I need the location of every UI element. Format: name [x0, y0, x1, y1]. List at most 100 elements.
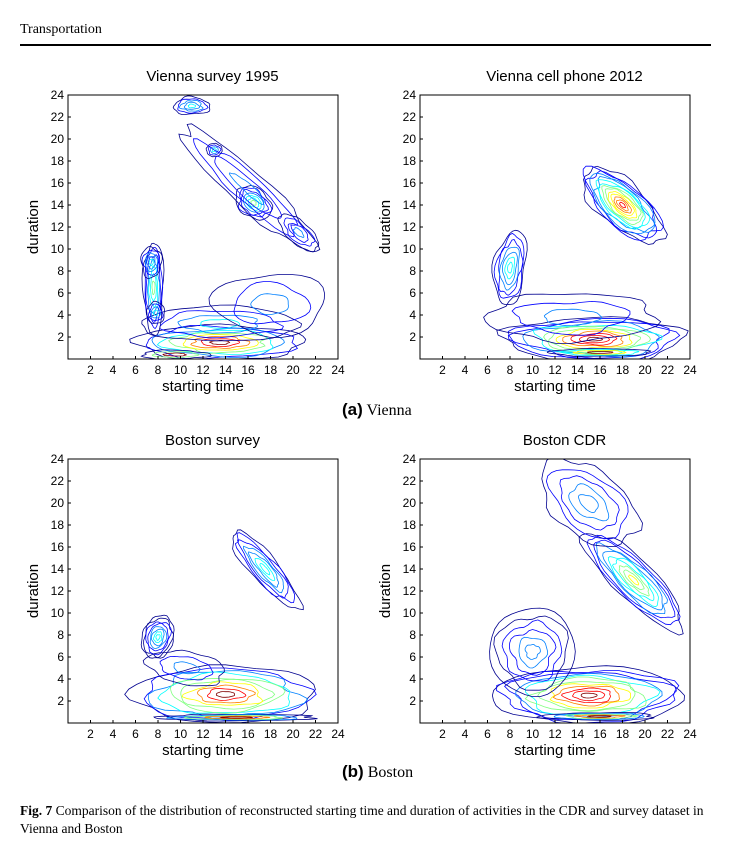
contour-line — [501, 619, 563, 682]
x-tick-label: 6 — [484, 727, 491, 741]
y-tick-label: 8 — [57, 628, 64, 642]
contour-line — [129, 323, 307, 359]
contour-line — [140, 349, 212, 359]
y-axis-label: duration — [25, 200, 42, 254]
contour-line — [619, 201, 626, 209]
contour-line — [483, 293, 662, 344]
subcaption-b-text: Boston — [367, 764, 414, 781]
contour-line — [152, 631, 163, 644]
y-tick-label: 12 — [51, 220, 65, 234]
contour-line — [200, 338, 241, 347]
y-tick-label: 18 — [51, 154, 65, 168]
contour-line — [287, 223, 309, 243]
contour-line — [172, 95, 211, 115]
contour-line — [610, 193, 635, 217]
y-tick-label: 14 — [51, 198, 65, 212]
x-tick-label: 14 — [219, 363, 233, 377]
axes-frame — [67, 458, 339, 724]
contour-line — [586, 715, 612, 718]
figure-caption-label: Fig. 7 — [20, 803, 53, 818]
contour-line — [162, 352, 188, 357]
contour-line — [586, 336, 603, 342]
contour-line — [149, 626, 168, 649]
contour-line — [209, 146, 219, 154]
x-tick-label: 12 — [196, 727, 210, 741]
contour-line — [145, 300, 165, 324]
contour-line — [549, 683, 632, 709]
y-tick-label: 18 — [403, 154, 417, 168]
contour-line — [207, 688, 247, 701]
x-tick-label: 16 — [241, 727, 255, 741]
x-tick-label: 6 — [132, 363, 139, 377]
subcaption-a-text: Vienna — [366, 402, 412, 419]
contour-line — [568, 483, 610, 522]
x-tick-label: 12 — [548, 727, 562, 741]
subcaption-a: (a) Vienna — [342, 400, 412, 420]
contour-line — [582, 165, 665, 241]
y-tick-label: 2 — [409, 330, 416, 344]
contour-line — [228, 172, 265, 205]
x-tick-label: 16 — [241, 363, 255, 377]
x-tick-label: 18 — [616, 727, 630, 741]
y-tick-label: 16 — [403, 176, 417, 190]
y-tick-label: 6 — [57, 286, 64, 300]
figure-caption: Fig. 7 Comparison of the distribution of… — [20, 802, 713, 838]
contour-line — [259, 563, 271, 576]
contour-line — [561, 687, 611, 704]
contour-line — [572, 350, 627, 355]
contour-line — [558, 348, 640, 356]
contour-plot-boston-cdr: 2 4 6 8 10 12 14 16 18 20 22 2424681012141618202224… — [377, 452, 697, 759]
x-tick-label: 14 — [571, 363, 585, 377]
contour-line — [145, 621, 172, 656]
contour-line — [522, 320, 660, 358]
contour-line — [235, 185, 274, 221]
contour-line — [493, 615, 569, 691]
y-axis-label: duration — [377, 564, 394, 618]
y-tick-label: 20 — [51, 132, 65, 146]
contour-line — [578, 335, 610, 344]
contour-line — [148, 303, 164, 321]
x-tick-label: 8 — [507, 727, 514, 741]
contour-line — [140, 614, 175, 659]
contour-line — [491, 665, 685, 723]
x-tick-label: 20 — [638, 363, 652, 377]
contour-line — [489, 607, 576, 697]
contour-line — [518, 636, 548, 669]
x-tick-label: 4 — [462, 363, 469, 377]
contour-lines — [124, 529, 318, 723]
y-axis-label: duration — [377, 200, 394, 254]
contour-line — [177, 98, 209, 114]
y-tick-label: 16 — [403, 540, 417, 554]
contour-line — [243, 192, 265, 213]
y-tick-label: 16 — [51, 176, 65, 190]
subcaption-a-label: (a) — [342, 400, 363, 419]
contour-line — [200, 318, 241, 329]
y-tick-label: 12 — [403, 220, 417, 234]
x-tick-label: 22 — [309, 727, 323, 741]
contour-line — [215, 691, 236, 698]
contour-line — [208, 274, 325, 338]
contour-line — [254, 557, 276, 581]
x-axis-label: starting time — [162, 742, 244, 759]
contour-line — [598, 183, 646, 229]
contour-line — [151, 327, 285, 358]
contour-line — [499, 246, 520, 291]
x-tick-label: 10 — [174, 363, 188, 377]
x-tick-label: 22 — [661, 363, 675, 377]
y-tick-label: 14 — [403, 198, 417, 212]
y-tick-label: 24 — [51, 452, 65, 466]
contour-line — [277, 213, 320, 253]
contour-line — [150, 306, 161, 319]
contour-line — [181, 681, 264, 706]
contour-line — [543, 308, 603, 327]
y-tick-label: 2 — [57, 330, 64, 344]
x-tick-label: 8 — [507, 363, 514, 377]
y-tick-label: 22 — [403, 110, 417, 124]
contour-line — [501, 251, 518, 286]
contour-line — [183, 714, 284, 720]
panel-title-vienna-survey: Vienna survey 1995 — [146, 68, 279, 85]
running-header: Transportation — [20, 22, 102, 37]
contour-line — [545, 469, 629, 540]
contour-line — [250, 293, 289, 316]
contour-line — [145, 325, 299, 359]
